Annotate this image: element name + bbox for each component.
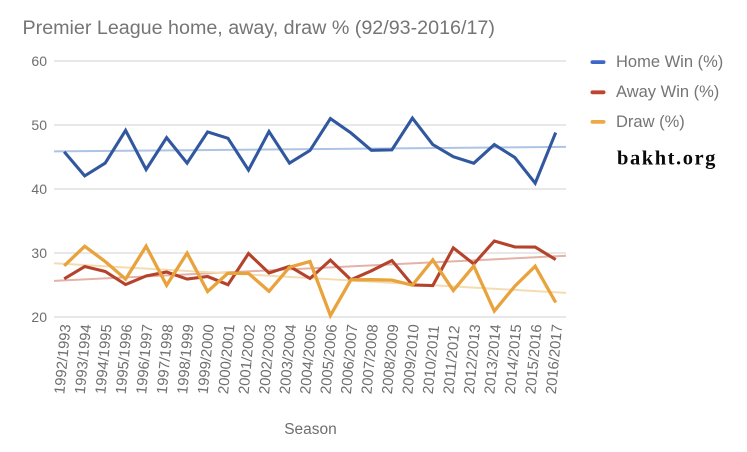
svg-text:1995/1996: 1995/1996 xyxy=(114,324,136,395)
svg-text:2001/2002: 2001/2002 xyxy=(237,324,259,395)
svg-text:40: 40 xyxy=(31,181,47,197)
svg-text:Away Win (%): Away Win (%) xyxy=(616,83,719,101)
svg-text:2015/2016: 2015/2016 xyxy=(523,324,545,395)
svg-text:Premier League home, away, dra: Premier League home, away, draw % (92/93… xyxy=(23,17,495,39)
svg-text:Season: Season xyxy=(284,421,337,438)
svg-text:2008/2009: 2008/2009 xyxy=(380,324,402,395)
svg-text:2006/2007: 2006/2007 xyxy=(339,324,361,395)
svg-text:1993/1994: 1993/1994 xyxy=(73,324,95,395)
svg-text:1994/1995: 1994/1995 xyxy=(93,324,115,395)
svg-text:50: 50 xyxy=(31,117,47,133)
svg-text:2016/2017: 2016/2017 xyxy=(544,324,566,395)
svg-text:60: 60 xyxy=(31,53,47,69)
svg-text:1992/1993: 1992/1993 xyxy=(52,324,74,395)
svg-text:2002/2003: 2002/2003 xyxy=(257,324,279,395)
svg-text:2011/2012: 2011/2012 xyxy=(441,325,463,395)
svg-text:1999/2000: 1999/2000 xyxy=(196,324,218,395)
svg-text:Draw (%): Draw (%) xyxy=(616,113,685,131)
svg-text:2009/2010: 2009/2010 xyxy=(400,324,422,395)
svg-text:2003/2004: 2003/2004 xyxy=(278,324,300,395)
svg-text:2010/2011: 2010/2011 xyxy=(421,325,443,395)
svg-text:2012/2013: 2012/2013 xyxy=(462,324,484,395)
svg-text:1998/1999: 1998/1999 xyxy=(175,324,197,395)
svg-text:2004/2005: 2004/2005 xyxy=(298,324,320,395)
svg-text:30: 30 xyxy=(31,245,47,261)
svg-text:1997/1998: 1997/1998 xyxy=(155,324,177,395)
svg-text:Home Win (%): Home Win (%) xyxy=(616,53,723,71)
svg-text:1996/1997: 1996/1997 xyxy=(134,324,156,395)
svg-text:2007/2008: 2007/2008 xyxy=(359,324,381,395)
svg-text:2014/2015: 2014/2015 xyxy=(503,324,525,395)
svg-text:bakht.org: bakht.org xyxy=(617,148,717,170)
svg-text:2013/2014: 2013/2014 xyxy=(482,324,504,395)
svg-text:2005/2006: 2005/2006 xyxy=(318,324,340,395)
svg-text:20: 20 xyxy=(31,309,47,325)
svg-text:2000/2001: 2000/2001 xyxy=(216,324,238,395)
